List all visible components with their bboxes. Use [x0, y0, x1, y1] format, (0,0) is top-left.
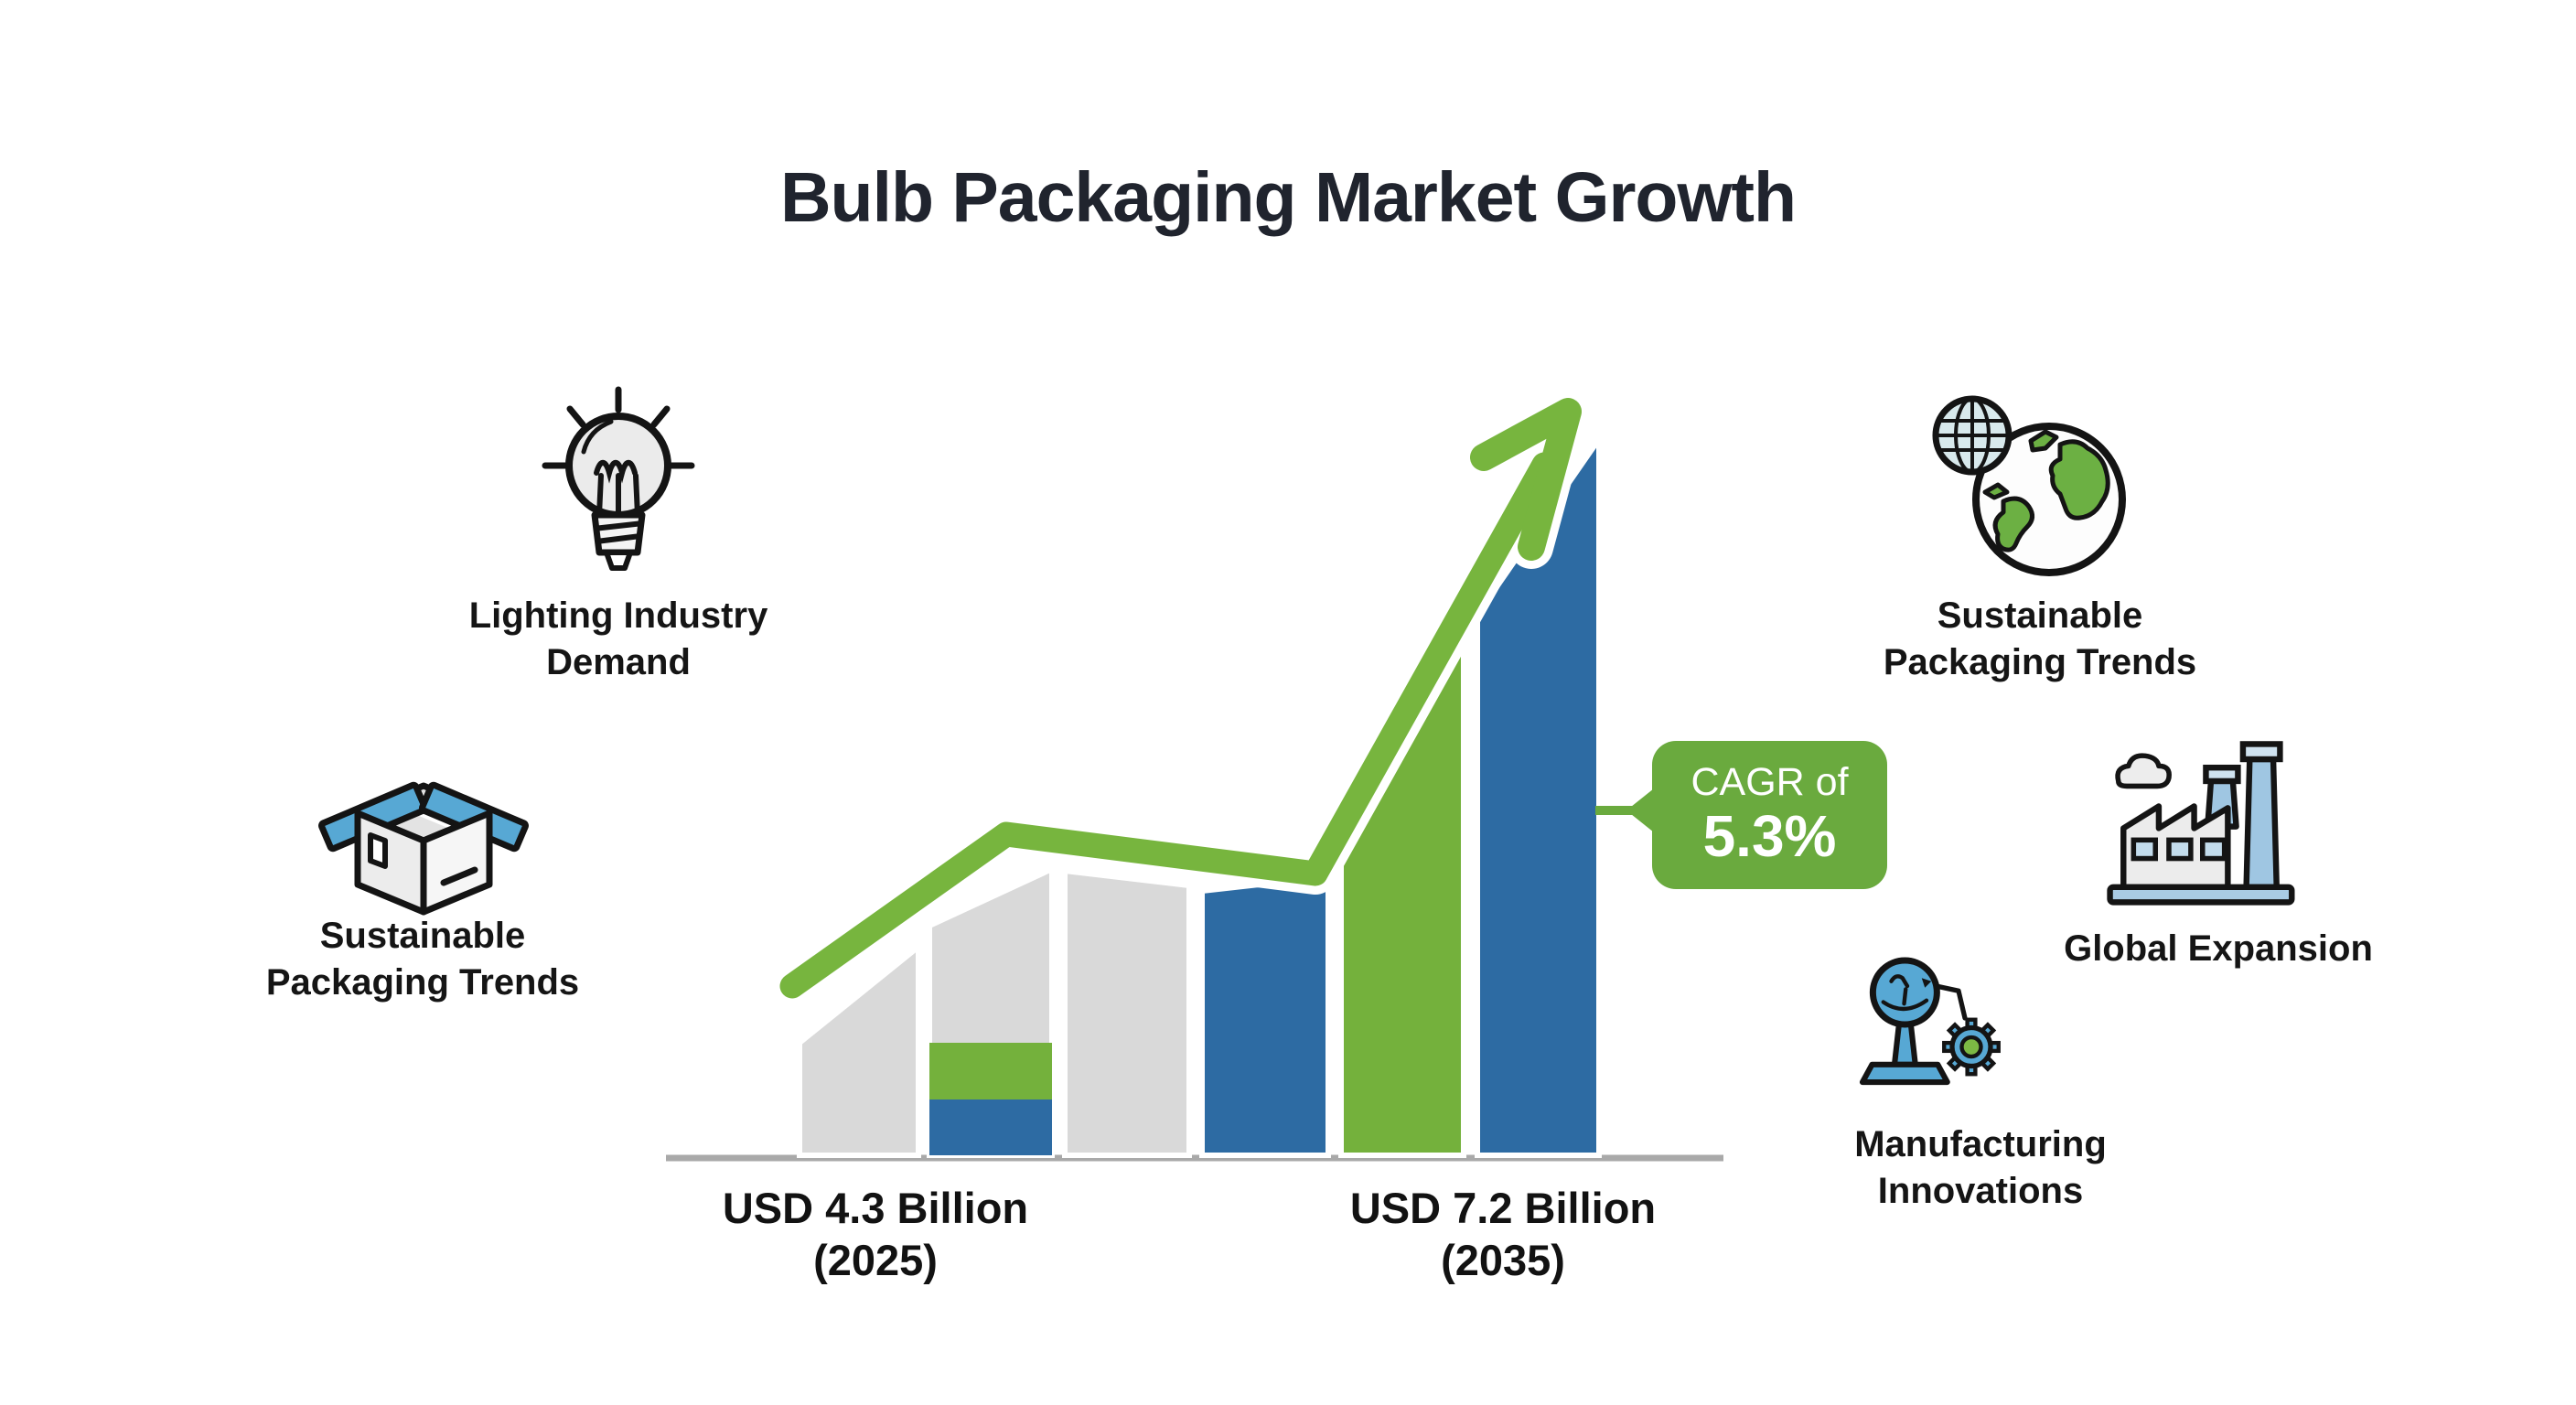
cagr-callout-tail	[1626, 788, 1654, 832]
value-label-2035: USD 7.2 Billion (2035)	[1349, 1184, 1657, 1285]
factor-label-manufacturing: Manufacturing Innovations	[1854, 1124, 2107, 1211]
trend-line	[779, 452, 1557, 999]
bar-2025-3	[1062, 867, 1192, 1158]
bar-2025-1	[797, 940, 921, 1158]
value-label-2025: USD 4.3 Billion (2025)	[722, 1184, 1029, 1285]
bar-2025-2-green-band	[929, 1043, 1052, 1099]
lightbulb-icon	[542, 386, 695, 571]
factor-label-lighting: Lighting Industry Demand	[468, 595, 768, 682]
earth-globe-icon	[1932, 395, 2126, 576]
trend-arrowhead	[1470, 398, 1582, 561]
cagr-value: 5.3%	[1702, 802, 1837, 869]
cagr-callout: CAGR of 5.3%	[1652, 741, 1887, 889]
page-title: Bulb Packaging Market Growth	[779, 158, 1797, 237]
globe-gear-icon	[1859, 957, 2001, 1086]
bar-2025-2-blue-band	[929, 1099, 1052, 1155]
factory-icon	[2107, 741, 2295, 906]
bar-2035-1-blue	[1199, 861, 1331, 1158]
market-growth-chart	[666, 390, 1723, 1162]
cagr-prefix: CAGR of	[1690, 759, 1849, 804]
bar-2025-2-stacked	[927, 864, 1055, 1158]
factor-label-expansion: Global Expansion	[2064, 928, 2373, 969]
factor-label-packaging-left: Sustainable Packaging Trends	[265, 916, 580, 1003]
factor-label-packaging-right: Sustainable Packaging Trends	[1883, 595, 2197, 682]
open-box-icon	[318, 781, 529, 916]
